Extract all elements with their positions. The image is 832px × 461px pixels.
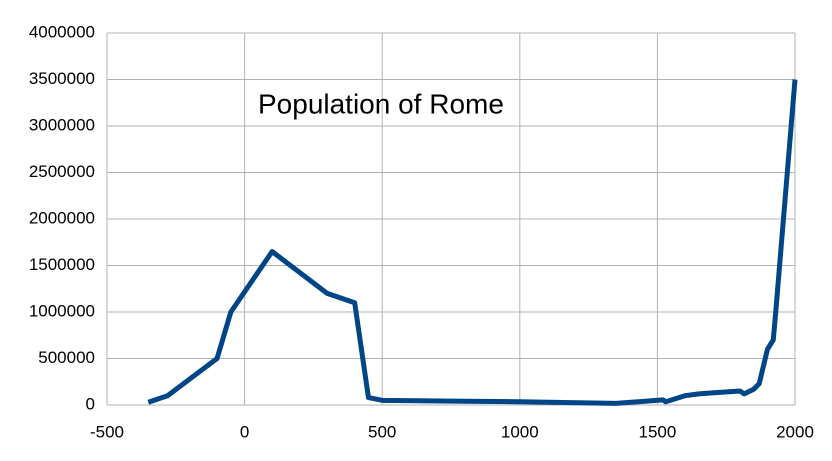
data-line [147,79,798,406]
x-tick-label: -500 [90,422,124,441]
y-tick-label: 2000000 [29,208,95,227]
y-tick-label: 2500000 [29,162,95,181]
x-tick-label: 2000 [776,422,814,441]
y-tick-label: 3000000 [29,115,95,134]
x-tick-label: 0 [240,422,249,441]
y-tick-label: 1000000 [29,301,95,320]
y-tick-label: 3500000 [29,69,95,88]
y-tick-label: 0 [86,394,95,413]
y-tick-label: 1500000 [29,255,95,274]
x-tick-label: 1500 [638,422,676,441]
y-tick-label: 500000 [38,348,95,367]
y-tick-label: 4000000 [29,22,95,41]
x-tick-label: 500 [368,422,396,441]
chart-title: Population of Rome [258,88,504,119]
x-tick-label: 1000 [501,422,539,441]
